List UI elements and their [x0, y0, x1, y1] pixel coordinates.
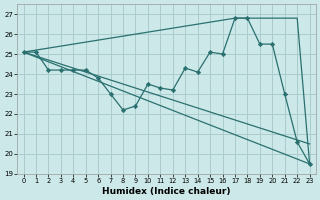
X-axis label: Humidex (Indice chaleur): Humidex (Indice chaleur)	[102, 187, 231, 196]
